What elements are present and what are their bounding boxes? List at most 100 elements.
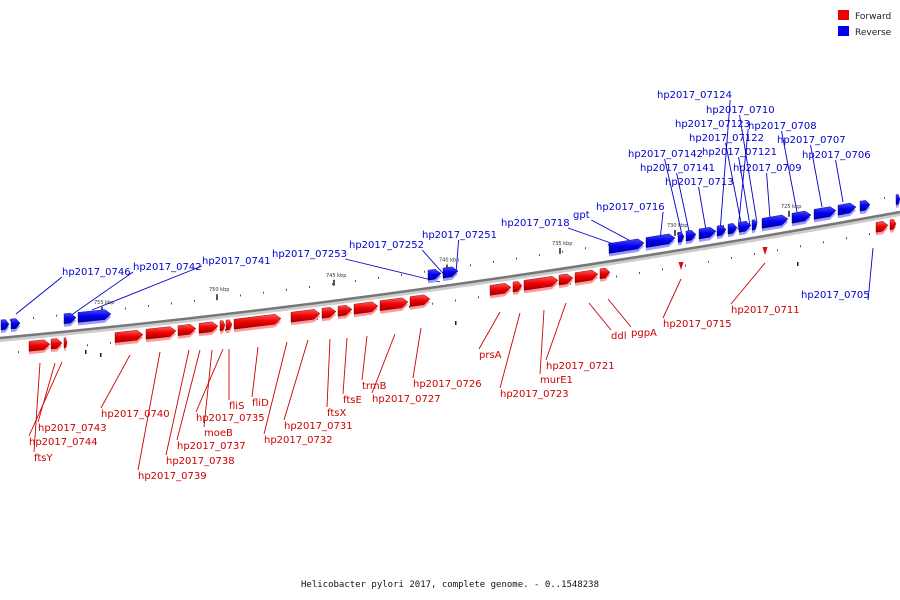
reverse-gene-feature[interactable] [791,210,812,227]
forward-gene-feature[interactable] [225,319,233,334]
forward-gene-feature[interactable] [114,329,144,346]
forward-gene-feature[interactable] [321,307,337,322]
gene-label-gpt[interactable]: gpt [573,210,590,221]
reverse-gene-feature[interactable] [645,233,676,251]
gene-label-hp2017-0732[interactable]: hp2017_0732 [264,435,333,446]
forward-gene-feature[interactable] [28,339,51,355]
gene-label-hp2017-0707[interactable]: hp2017_0707 [777,135,846,146]
forward-gene-feature[interactable] [337,304,353,320]
gene-label-hp2017-0705[interactable]: hp2017_0705 [801,290,870,301]
gene-label-hp2017-0721[interactable]: hp2017_0721 [546,361,615,372]
gene-label-hp2017-0715[interactable]: hp2017_0715 [663,319,732,330]
gene-label-hp2017-0739[interactable]: hp2017_0739 [138,471,207,482]
reverse-gene-feature[interactable] [685,229,697,245]
forward-gene-feature[interactable] [177,324,197,339]
gene-arrow [791,210,812,224]
gene-arrow [523,275,559,291]
forward-gene-feature[interactable] [198,321,219,337]
reverse-gene-feature[interactable] [895,194,900,208]
gene-label-hp2017-0706[interactable]: hp2017_0706 [802,150,871,161]
reverse-gene-feature[interactable] [63,312,77,327]
gene-label-hp2017-0718[interactable]: hp2017_0718 [501,218,570,229]
forward-gene-feature[interactable] [512,281,523,295]
gene-label-pgpa[interactable]: pgpA [631,328,657,339]
forward-gene-feature[interactable] [353,301,379,318]
gene-label-hp2017-0727[interactable]: hp2017_0727 [372,394,441,405]
gene-label-flis[interactable]: fliS [229,401,244,412]
gene-label-ftsx[interactable]: ftsX [327,408,346,419]
gene-label-hp2017-0726[interactable]: hp2017_0726 [413,379,482,390]
reverse-gene-feature[interactable] [698,226,717,242]
reverse-gene-feature[interactable] [608,238,645,257]
forward-gene-feature[interactable] [523,275,559,294]
gene-label-moeb[interactable]: moeB [204,428,233,439]
forward-gene-feature[interactable] [63,337,68,351]
reverse-gene-feature[interactable] [813,206,837,223]
forward-gene-feature[interactable] [558,273,574,289]
forward-gene-feature[interactable] [50,338,63,353]
reverse-gene-feature[interactable] [859,200,871,215]
reverse-gene-feature[interactable] [10,318,21,333]
forward-gene-feature[interactable] [145,326,177,343]
gene-label-hp2017-0735[interactable]: hp2017_0735 [196,413,265,424]
reverse-gene-feature[interactable] [727,223,738,238]
gene-label-ftsy[interactable]: ftsY [34,453,53,464]
gene-label-hp2017-0711[interactable]: hp2017_0711 [731,305,800,316]
gene-label-flid[interactable]: fliD [252,398,269,409]
reverse-gene-feature[interactable] [0,319,10,333]
reverse-gene-feature[interactable] [716,224,727,239]
forward-gene-feature[interactable] [875,220,889,236]
gene-label-hp2017-07251[interactable]: hp2017_07251 [422,230,497,241]
gene-label-hp2017-0709[interactable]: hp2017_0709 [733,163,802,174]
gene-label-hp2017-07121[interactable]: hp2017_07121 [702,147,777,158]
gene-label-ftse[interactable]: ftsE [343,395,362,406]
tick-label: 740 kbp [439,258,459,264]
reverse-gene-feature[interactable] [677,231,685,246]
reverse-gene-feature[interactable] [738,220,752,236]
gene-label-hp2017-07142[interactable]: hp2017_07142 [628,149,703,160]
reverse-gene-feature[interactable] [761,214,789,232]
reverse-gene-feature[interactable] [77,309,112,326]
gene-label-hp2017-07123[interactable]: hp2017_07123 [675,119,750,130]
gene-label-hp2017-0741[interactable]: hp2017_0741 [202,256,271,267]
gene-label-hp2017-07122[interactable]: hp2017_07122 [689,133,764,144]
gene-label-hp2017-0738[interactable]: hp2017_0738 [166,456,235,467]
forward-gene-feature[interactable] [409,294,431,310]
reverse-gene-feature[interactable] [427,268,442,284]
gene-label-hp2017-0731[interactable]: hp2017_0731 [284,421,353,432]
forward-gene-feature[interactable] [233,313,282,333]
gene-label-hp2017-0708[interactable]: hp2017_0708 [748,121,817,132]
gene-label-prsa[interactable]: prsA [479,350,502,361]
reverse-gene-feature[interactable] [751,219,758,234]
gene-label-hp2017-0737[interactable]: hp2017_0737 [177,441,246,452]
forward-gene-feature[interactable] [219,320,226,334]
gene-label-hp2017-0723[interactable]: hp2017_0723 [500,389,569,400]
gene-label-hp2017-07252[interactable]: hp2017_07252 [349,240,424,251]
gene-label-hp2017-0744[interactable]: hp2017_0744 [29,437,98,448]
gene-label-trmb[interactable]: trmB [362,381,387,392]
forward-gene-feature[interactable] [889,218,897,233]
forward-gene-feature[interactable] [489,282,512,299]
forward-gene-feature[interactable] [379,297,409,314]
forward-gene-marker[interactable] [678,262,684,270]
leader-line [738,156,751,227]
reverse-gene-feature[interactable] [837,202,857,219]
gene-label-hp2017-0710[interactable]: hp2017_0710 [706,105,775,116]
gene-label-hp2017-0716[interactable]: hp2017_0716 [596,202,665,213]
forward-gene-feature[interactable] [290,309,321,326]
reverse-gene-feature[interactable] [442,266,459,282]
forward-gene-feature[interactable] [574,269,599,286]
gene-label-hp2017-0746[interactable]: hp2017_0746 [62,267,131,278]
forward-gene-feature[interactable] [599,267,611,282]
gene-label-ddl[interactable]: ddl [611,331,626,342]
gene-label-hp2017-07141[interactable]: hp2017_07141 [640,163,715,174]
forward-gene-marker[interactable] [762,247,768,255]
gene-label-mure1[interactable]: murE1 [540,375,573,386]
gene-label-hp2017-0713[interactable]: hp2017_0713 [665,177,734,188]
gene-label-hp2017-07124[interactable]: hp2017_07124 [657,90,732,101]
gene-label-hp2017-0740[interactable]: hp2017_0740 [101,409,170,420]
gene-label-hp2017-0742[interactable]: hp2017_0742 [133,262,202,273]
gene-label-hp2017-0743[interactable]: hp2017_0743 [38,423,107,434]
minor-tick-lower [570,282,571,285]
gene-label-hp2017-07253[interactable]: hp2017_07253 [272,249,347,260]
